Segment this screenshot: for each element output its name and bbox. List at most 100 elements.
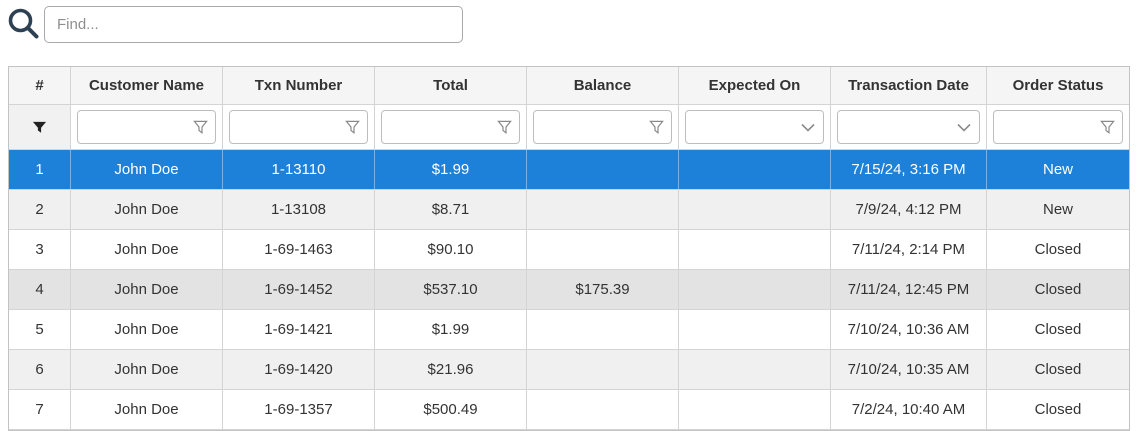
filter-input-total[interactable]	[382, 111, 519, 143]
cell-balance: $175.39	[527, 270, 679, 309]
cell-transaction-date: 7/15/24, 3:16 PM	[831, 150, 987, 189]
filter-input-customer-name[interactable]	[78, 111, 215, 143]
cell-customer-name: John Doe	[71, 350, 223, 389]
cell-order-status: Closed	[1034, 401, 1082, 418]
cell-total: $21.96	[375, 350, 527, 389]
filter-input-txn-number[interactable]	[230, 111, 367, 143]
cell-expected-on	[679, 350, 831, 389]
cell-expected-on	[679, 230, 831, 269]
cell-customer-name: John Doe	[71, 230, 223, 269]
search-icon	[8, 8, 39, 39]
cell-balance	[527, 150, 679, 189]
column-header-customer-name[interactable]: Customer Name	[71, 67, 223, 104]
cell-row-number: 5	[9, 310, 71, 349]
cell-order-status: Closed	[1034, 241, 1082, 258]
funnel-solid-icon	[32, 121, 47, 133]
search-input[interactable]	[44, 6, 463, 43]
cell-balance	[527, 190, 679, 229]
cell-txn-number: 1-13110	[223, 150, 375, 189]
grid-filter-row	[9, 105, 1129, 150]
filter-cell-customer-name	[71, 105, 223, 149]
filter-cell-total	[375, 105, 527, 149]
cell-balance	[527, 230, 679, 269]
cell-customer-name: John Doe	[71, 150, 223, 189]
cell-expected-on	[679, 390, 831, 429]
cell-order-status: Closed	[1034, 281, 1082, 298]
cell-expected-on	[679, 150, 831, 189]
cell-balance	[527, 310, 679, 349]
cell-transaction-date: 7/10/24, 10:36 AM	[831, 310, 987, 349]
cell-total: $90.10	[375, 230, 527, 269]
cell-customer-name: John Doe	[71, 190, 223, 229]
cell-total: $1.99	[375, 310, 527, 349]
search-toolbar	[0, 0, 1138, 48]
table-row[interactable]: 6 John Doe 1-69-1420 $21.96 7/10/24, 10:…	[9, 350, 1129, 390]
table-row[interactable]: 2 John Doe 1-13108 $8.71 7/9/24, 4:12 PM…	[9, 190, 1129, 230]
filter-dropdown-transaction-date[interactable]	[837, 110, 980, 144]
filter-menu-button[interactable]	[9, 105, 71, 149]
cell-total: $8.71	[375, 190, 527, 229]
cell-total: $500.49	[375, 390, 527, 429]
cell-row-number: 1	[9, 150, 71, 189]
funnel-icon[interactable]	[1099, 119, 1115, 135]
filter-input-expected-on[interactable]	[686, 111, 823, 143]
filter-input-balance[interactable]	[534, 111, 671, 143]
cell-order-status: Closed	[1034, 361, 1082, 378]
column-header-total[interactable]: Total	[375, 67, 527, 104]
filter-cell-txn-number	[223, 105, 375, 149]
data-grid: # Customer Name Txn Number Total Balance…	[8, 66, 1130, 431]
grid-header-row: # Customer Name Txn Number Total Balance…	[9, 67, 1129, 105]
cell-txn-number: 1-69-1421	[223, 310, 375, 349]
filter-cell-transaction-date	[831, 105, 987, 149]
cell-expected-on	[679, 310, 831, 349]
cell-balance	[527, 350, 679, 389]
chevron-down-icon[interactable]	[800, 119, 816, 135]
cell-transaction-date: 7/9/24, 4:12 PM	[831, 190, 987, 229]
column-header-balance[interactable]: Balance	[527, 67, 679, 104]
cell-expected-on	[679, 190, 831, 229]
cell-txn-number: 1-13108	[223, 190, 375, 229]
funnel-icon[interactable]	[496, 119, 512, 135]
cell-order-status: New	[1042, 161, 1073, 178]
cell-total: $537.10	[375, 270, 527, 309]
column-header-expected-on[interactable]: Expected On	[679, 67, 831, 104]
cell-row-number: 6	[9, 350, 71, 389]
table-row[interactable]: 5 John Doe 1-69-1421 $1.99 7/10/24, 10:3…	[9, 310, 1129, 350]
filter-input-transaction-date[interactable]	[838, 111, 979, 143]
filter-cell-order-status	[987, 105, 1129, 149]
chevron-down-icon[interactable]	[956, 119, 972, 135]
cell-txn-number: 1-69-1463	[223, 230, 375, 269]
cell-transaction-date: 7/11/24, 2:14 PM	[831, 230, 987, 269]
cell-customer-name: John Doe	[71, 310, 223, 349]
table-row[interactable]: 7 John Doe 1-69-1357 $500.49 7/2/24, 10:…	[9, 390, 1129, 430]
funnel-icon[interactable]	[344, 119, 360, 135]
table-row[interactable]: 3 John Doe 1-69-1463 $90.10 7/11/24, 2:1…	[9, 230, 1129, 270]
cell-total: $1.99	[375, 150, 527, 189]
table-row[interactable]: 4 John Doe 1-69-1452 $537.10 $175.39 7/1…	[9, 270, 1129, 310]
funnel-icon[interactable]	[192, 119, 208, 135]
filter-cell-expected-on	[679, 105, 831, 149]
cell-customer-name: John Doe	[71, 270, 223, 309]
cell-row-number: 7	[9, 390, 71, 429]
cell-expected-on	[679, 270, 831, 309]
cell-txn-number: 1-69-1357	[223, 390, 375, 429]
cell-transaction-date: 7/10/24, 10:35 AM	[831, 350, 987, 389]
cell-order-status: New	[1042, 201, 1073, 218]
cell-transaction-date: 7/11/24, 12:45 PM	[831, 270, 987, 309]
funnel-icon[interactable]	[648, 119, 664, 135]
table-row[interactable]: 1 John Doe 1-13110 $1.99 7/15/24, 3:16 P…	[9, 150, 1129, 190]
cell-order-status: Closed	[1034, 321, 1082, 338]
filter-cell-balance	[527, 105, 679, 149]
cell-balance	[527, 390, 679, 429]
column-header-number[interactable]: #	[9, 67, 71, 104]
column-header-txn-number[interactable]: Txn Number	[223, 67, 375, 104]
cell-customer-name: John Doe	[71, 390, 223, 429]
column-header-transaction-date[interactable]: Transaction Date	[831, 67, 987, 104]
filter-input-order-status[interactable]	[994, 111, 1122, 143]
cell-row-number: 4	[9, 270, 71, 309]
cell-txn-number: 1-69-1420	[223, 350, 375, 389]
cell-row-number: 3	[9, 230, 71, 269]
cell-row-number: 2	[9, 190, 71, 229]
filter-dropdown-expected-on[interactable]	[685, 110, 824, 144]
column-header-order-status[interactable]: Order Status	[1012, 77, 1104, 94]
